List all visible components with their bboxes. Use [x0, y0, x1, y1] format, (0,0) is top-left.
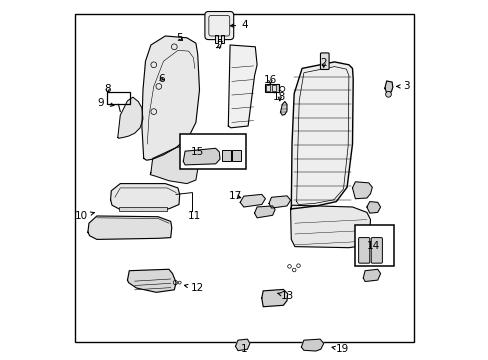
Polygon shape [290, 205, 370, 248]
Bar [355, 225, 393, 266]
Text: 5: 5 [176, 33, 183, 43]
FancyBboxPatch shape [358, 238, 369, 263]
Polygon shape [150, 146, 197, 184]
FancyBboxPatch shape [204, 12, 233, 40]
FancyBboxPatch shape [320, 53, 328, 69]
Text: 14: 14 [366, 240, 379, 251]
Polygon shape [268, 196, 290, 208]
Text: 11: 11 [187, 211, 200, 221]
Text: 6: 6 [158, 74, 164, 84]
Polygon shape [88, 216, 171, 239]
Polygon shape [110, 184, 179, 210]
Polygon shape [280, 102, 286, 115]
Bar [107, 92, 130, 104]
Polygon shape [352, 182, 371, 199]
Bar [215, 35, 218, 43]
Bar [265, 85, 270, 91]
Text: 17: 17 [228, 191, 242, 201]
Text: 16: 16 [263, 75, 277, 85]
Polygon shape [366, 202, 380, 213]
Polygon shape [261, 289, 287, 307]
Polygon shape [142, 36, 199, 160]
Text: 18: 18 [273, 92, 286, 102]
Text: 8: 8 [104, 84, 111, 94]
Text: 12: 12 [184, 283, 204, 293]
Text: 13: 13 [277, 291, 294, 301]
Polygon shape [363, 269, 380, 282]
Polygon shape [127, 269, 176, 292]
Polygon shape [228, 45, 257, 128]
Polygon shape [384, 81, 392, 93]
FancyBboxPatch shape [264, 84, 278, 92]
Bar [221, 35, 224, 43]
Bar [179, 134, 246, 169]
Text: 9: 9 [97, 98, 114, 108]
Text: 7: 7 [216, 41, 222, 51]
Text: 3: 3 [396, 81, 409, 91]
Bar [222, 150, 230, 161]
Polygon shape [254, 206, 275, 218]
Text: 19: 19 [331, 344, 348, 354]
Polygon shape [240, 194, 265, 207]
Bar [232, 150, 241, 161]
Text: 2: 2 [320, 58, 326, 68]
Bar [118, 207, 167, 211]
Text: 10: 10 [75, 211, 94, 221]
Polygon shape [183, 148, 220, 165]
Text: 15: 15 [191, 147, 204, 157]
Bar [271, 85, 276, 91]
Polygon shape [235, 339, 249, 351]
Circle shape [385, 91, 390, 97]
FancyBboxPatch shape [370, 238, 382, 263]
Polygon shape [301, 339, 323, 351]
Text: 4: 4 [230, 20, 247, 30]
Polygon shape [118, 97, 142, 138]
Polygon shape [291, 62, 352, 209]
Text: 1: 1 [241, 344, 247, 354]
